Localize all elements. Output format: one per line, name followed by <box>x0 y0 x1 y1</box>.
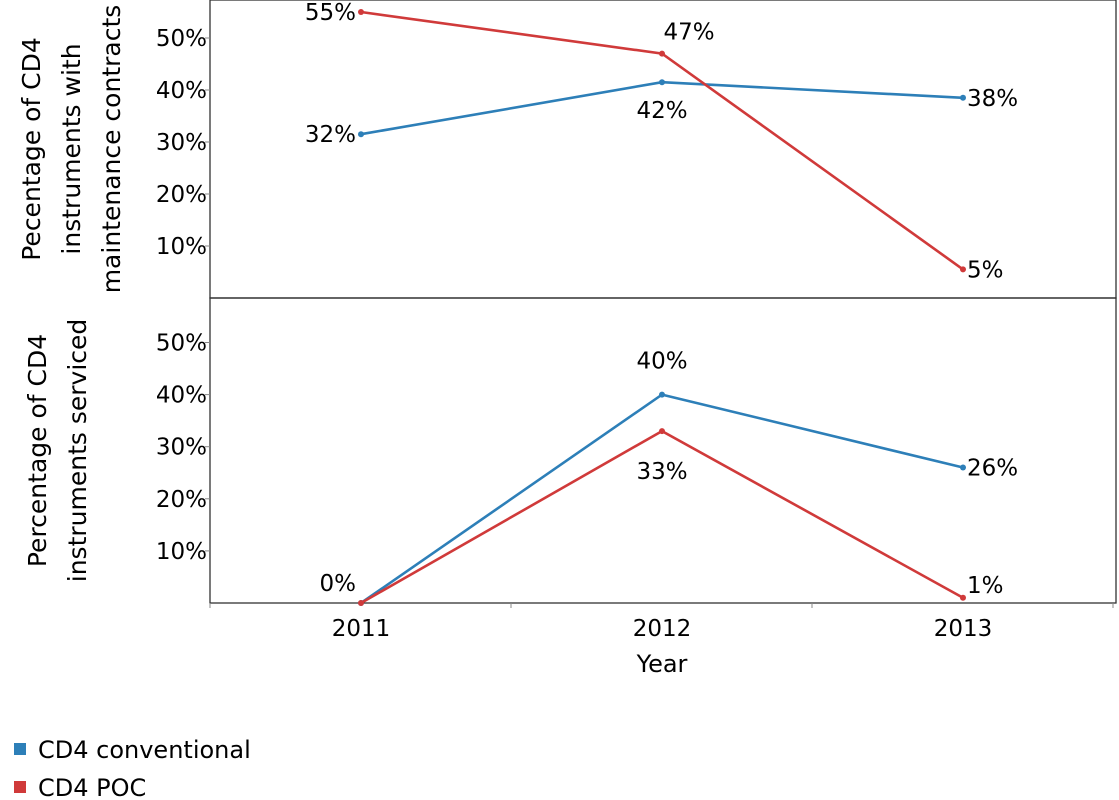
data-point <box>960 594 966 601</box>
data-label: 40% <box>636 349 687 375</box>
data-label: 38% <box>967 86 1018 112</box>
y-tick-label: 10% <box>156 234 207 260</box>
y-tick-label: 30% <box>156 130 207 156</box>
x-tick-label: 2013 <box>934 616 993 642</box>
data-point <box>960 464 966 471</box>
data-point <box>659 391 665 398</box>
y-axis-label: Percentage of CD4 <box>23 334 52 567</box>
y-tick-label: 30% <box>156 435 207 461</box>
plot-frame <box>209 297 1117 604</box>
panel-1: 10% 20% 30% 40% 50% Pecentage of CD4 instrumen… <box>17 0 1117 299</box>
legend: CD4 conventional CD4 POC <box>14 736 251 800</box>
data-point <box>358 131 364 138</box>
y-tick-label: 50% <box>156 26 207 52</box>
data-label: 55% <box>305 0 356 26</box>
data-label: 32% <box>305 122 356 148</box>
x-tick-label: 2012 <box>633 616 692 642</box>
legend-swatch <box>14 743 26 755</box>
legend-label: CD4 conventional <box>38 736 251 764</box>
panel-2: 10% 20% 30% 40% 50% Percentage of CD4 instrume… <box>23 297 1117 678</box>
y-axis-label: instruments with <box>57 43 86 254</box>
y-tick-label: 10% <box>156 539 207 565</box>
legend-swatch <box>14 781 26 793</box>
data-point <box>960 94 966 101</box>
y-axis-label: Pecentage of CD4 <box>17 37 46 261</box>
data-point <box>358 600 364 606</box>
y-tick-label: 50% <box>156 331 207 357</box>
data-point <box>358 9 364 15</box>
data-label: 33% <box>636 459 687 485</box>
data-label: 1% <box>967 573 1004 599</box>
data-label: 42% <box>636 98 687 124</box>
series-line <box>360 429 964 605</box>
series-line <box>360 393 964 605</box>
y-tick-label: 40% <box>156 78 207 104</box>
y-tick-label: 40% <box>156 383 207 409</box>
data-point <box>659 50 665 57</box>
data-label: 26% <box>967 456 1018 482</box>
x-tick-label: 2011 <box>332 616 391 642</box>
data-point <box>659 428 665 435</box>
y-axis-label: maintenance contracts <box>97 5 126 294</box>
data-point <box>659 79 665 86</box>
data-label: 47% <box>663 20 714 46</box>
y-tick-label: 20% <box>156 182 207 208</box>
y-tick-label: 20% <box>156 487 207 513</box>
legend-label: CD4 POC <box>38 774 146 800</box>
data-point <box>960 266 966 273</box>
data-label: 0% <box>320 571 357 597</box>
x-axis-label: Year <box>636 650 688 678</box>
y-axis-label: instruments serviced <box>63 319 92 583</box>
data-label: 5% <box>967 257 1004 283</box>
